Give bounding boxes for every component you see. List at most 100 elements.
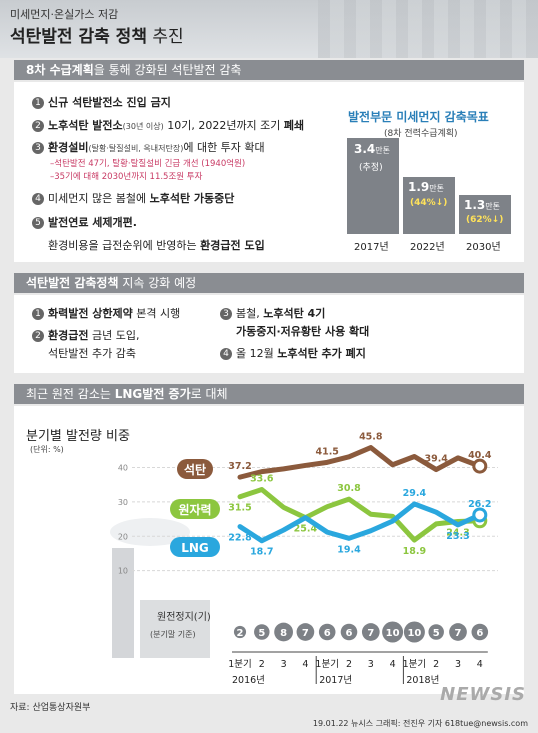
nuclear-stop-circle-8 bbox=[403, 621, 425, 643]
legend-tag-bg-석탄 bbox=[177, 459, 213, 479]
xtick-11: 4 bbox=[477, 659, 483, 670]
s1-item-3: 3 환경설비(탈황·탈질설비, 옥내저탄장)에 대한 투자 확대 bbox=[32, 139, 265, 155]
legend-tag-bg-LNG bbox=[170, 537, 220, 557]
nuclear-stop-circle-2 bbox=[274, 622, 293, 642]
series-line-원자력 bbox=[237, 487, 483, 543]
s1-item-2-num: 2 bbox=[32, 120, 44, 132]
s2-item-4-a: 올 12월 bbox=[236, 347, 278, 360]
section3-bar-b: 로 대체 bbox=[190, 387, 228, 401]
factory-chimney-icon bbox=[112, 548, 134, 658]
data-label-LNG-10: 23.3 bbox=[446, 531, 469, 542]
legend-tag-원자력: 원자력 bbox=[178, 502, 211, 517]
header-kicker: 미세먼지·온실가스 저감 bbox=[10, 8, 119, 21]
data-label-원자력-0: 31.5 bbox=[228, 503, 251, 514]
graph-bar-2022-pct: (44%↓) bbox=[410, 198, 448, 208]
s2-item-2-num: 2 bbox=[32, 330, 44, 342]
xtick-9: 2 bbox=[433, 659, 439, 670]
credit-note: 19.01.22 뉴시스 그래픽: 전진우 기자 618tue@newsis.c… bbox=[312, 719, 528, 728]
data-label-석탄-9: 39.4 bbox=[424, 454, 448, 465]
section1-bar-rest: 을 통해 강화된 석탄발전 감축 bbox=[93, 63, 242, 77]
data-label-LNG-8: 29.4 bbox=[403, 488, 427, 499]
graph-bar-2022-value: 1.9만톤 bbox=[408, 180, 444, 194]
nuclear-stop-value-2: 8 bbox=[280, 628, 287, 639]
graph-unit-2: 만톤 bbox=[429, 184, 444, 193]
graph-title: 발전부문 미세먼지 감축목표 bbox=[348, 110, 489, 124]
data-label-원자력-5: 30.8 bbox=[337, 483, 361, 494]
section3-panel bbox=[14, 406, 524, 694]
title-rest: 추진 bbox=[146, 27, 184, 47]
nuclear-stop-value-5: 6 bbox=[346, 628, 353, 639]
s2-item-2: 2 환경급전 금년 도입, bbox=[32, 327, 139, 343]
s2-item-3-line2: 가동중지·저유황탄 사용 확대 bbox=[236, 325, 370, 338]
section2-bar: 석탄발전 감축정책 지속 강화 예정 bbox=[14, 273, 524, 293]
s2-item-4-b: 노후석탄 추가 폐지 bbox=[277, 347, 366, 360]
nuclear-stop-circle-10 bbox=[449, 623, 467, 641]
section1-panel: 1 신규 석탄발전소 진입 금지 2 노후석탄 발전소(30년 이상) 10기, 2… bbox=[14, 82, 524, 262]
graph-unit-1: 만톤 bbox=[375, 146, 390, 155]
s1-item-2-small: (30년 이상) bbox=[122, 122, 164, 131]
graph-bar-2017-note: (추정) bbox=[359, 163, 383, 173]
xtick-4: 1분기 bbox=[315, 659, 339, 670]
s1-item-1: 1 신규 석탄발전소 진입 금지 bbox=[32, 94, 171, 110]
year-label-1: 2017년 bbox=[319, 675, 352, 686]
s1-item-3-a: 환경설비 bbox=[48, 141, 89, 154]
nuclear-stop-value-3: 7 bbox=[302, 628, 309, 639]
s1-item-3-small: (탈황·탈질설비, 옥내저탄장) bbox=[88, 144, 184, 153]
section2-bar-rest: 지속 강화 예정 bbox=[118, 276, 197, 290]
s1-item-5-num: 5 bbox=[32, 217, 44, 229]
xtick-8: 1분기 bbox=[403, 659, 427, 670]
ytick-10: 10 bbox=[118, 567, 128, 576]
legend-tag-bg-원자력 bbox=[170, 499, 220, 519]
header: 미세먼지·온실가스 저감 석탄발전 감축 정책 추진 bbox=[0, 0, 538, 58]
nuclear-stop-circle-6 bbox=[361, 623, 380, 641]
s1-item-1-num: 1 bbox=[32, 97, 44, 109]
section2-bar-bold: 석탄발전 감축정책 bbox=[26, 276, 119, 290]
ytick-20: 20 bbox=[118, 532, 128, 541]
s1-item-3-num: 3 bbox=[32, 142, 44, 154]
newsis-logo: NEWSIS bbox=[440, 684, 526, 705]
nuclear-stop-value-4: 6 bbox=[324, 628, 331, 639]
s2-item-2-line2: 석탄발전 추가 감축 bbox=[48, 347, 136, 360]
smoke-icon bbox=[110, 518, 190, 546]
graph-bar-2030-value: 1.3만톤 bbox=[464, 198, 500, 212]
data-label-LNG-1: 18.7 bbox=[250, 547, 273, 558]
s1-item-4-a: 미세먼지 많은 봄철에 bbox=[48, 192, 150, 205]
source-note: 자료: 산업통상자원부 bbox=[10, 703, 91, 713]
s2-item-1-a: 화력발전 상한제약 bbox=[48, 307, 133, 320]
data-label-LNG-11: 26.2 bbox=[468, 499, 491, 510]
chart-title: 분기별 발전량 비중 bbox=[26, 429, 130, 444]
year-label-0: 2016년 bbox=[232, 675, 265, 686]
section3-bar-a: 최근 원전 감소는 bbox=[26, 387, 115, 401]
s2-item-3-a: 봄철, bbox=[236, 307, 264, 320]
data-label-LNG-5: 19.4 bbox=[337, 544, 361, 555]
data-label-석탄-11: 40.4 bbox=[468, 450, 492, 461]
graph-year-2030: 2030년 bbox=[466, 242, 501, 253]
nuclear-stop-circle-5 bbox=[340, 623, 358, 641]
nuclear-stop-circle-11 bbox=[471, 623, 489, 641]
xtick-5: 2 bbox=[346, 659, 352, 670]
nuclear-stop-value-1: 5 bbox=[258, 628, 265, 639]
xtick-6: 3 bbox=[368, 659, 374, 670]
legend-tag-석탄: 석탄 bbox=[184, 462, 206, 477]
s1-item-5-line2-b: 환경급전 도입 bbox=[200, 239, 265, 252]
nuclear-stop-circle-7 bbox=[382, 621, 404, 643]
nuclear-stop-value-10: 7 bbox=[455, 628, 462, 639]
page-title: 석탄발전 감축 정책 추진 bbox=[10, 22, 184, 47]
legend-tag-LNG: LNG bbox=[181, 541, 209, 555]
data-label-석탄-6: 45.8 bbox=[359, 432, 383, 443]
s1-item-5-line2-a: 환경비용을 급전순위에 반영하는 bbox=[48, 239, 201, 252]
nuclear-stop-value-11: 6 bbox=[476, 628, 483, 639]
graph-unit-3: 만톤 bbox=[485, 202, 500, 211]
nuclear-stop-circle-3 bbox=[296, 623, 315, 641]
graph-bar-2022 bbox=[403, 177, 455, 234]
section2-panel: 1 화력발전 상한제약 본격 시행 2 환경급전 금년 도입, 석탄발전 추가 감축… bbox=[14, 295, 524, 373]
xtick-3: 4 bbox=[302, 659, 308, 670]
graph-bar-2017-value: 3.4만톤 bbox=[354, 142, 390, 156]
s1-item-4: 4 미세먼지 많은 봄철에 노후석탄 가동중단 bbox=[32, 190, 234, 206]
graph-subtitle: (8차 전력수급계획) bbox=[384, 129, 458, 139]
s1-item-5: 5 발전연료 세제개편. bbox=[32, 214, 137, 230]
section1-bar: 8차 수급계획을 통해 강화된 석탄발전 감축 bbox=[14, 60, 524, 80]
ytick-40: 40 bbox=[118, 464, 128, 473]
